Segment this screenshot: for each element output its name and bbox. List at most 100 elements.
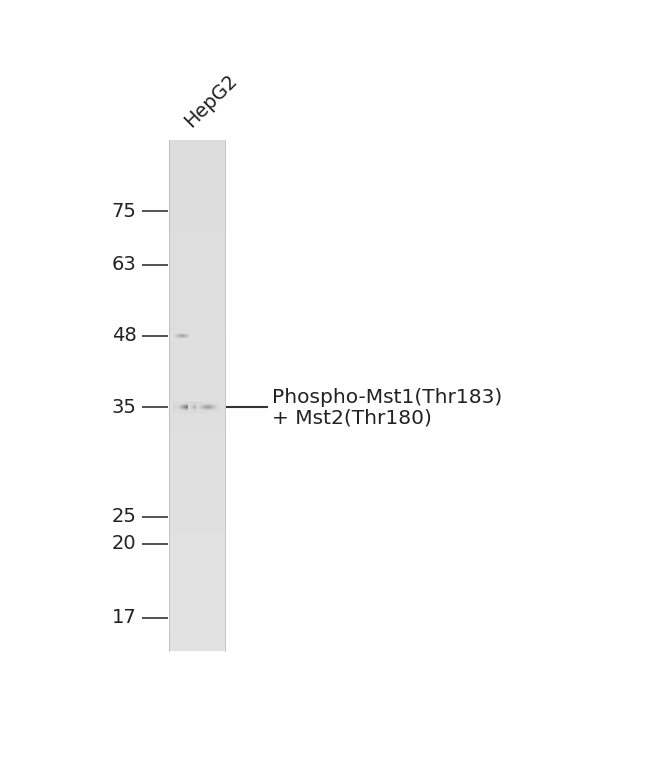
Bar (170, 335, 225, 338)
Bar (170, 477, 225, 479)
Bar (170, 310, 225, 312)
Bar (170, 562, 225, 564)
Bar (170, 548, 225, 550)
Bar (170, 428, 225, 429)
Bar (170, 438, 225, 439)
Bar (170, 356, 225, 358)
Bar (170, 479, 225, 480)
Bar (170, 620, 225, 621)
Bar (170, 540, 225, 542)
Bar (170, 499, 225, 501)
Bar (170, 452, 225, 453)
Bar (170, 439, 225, 441)
Bar (170, 318, 225, 321)
Bar (170, 455, 225, 456)
Bar (170, 179, 225, 181)
Bar (170, 211, 225, 214)
Bar (170, 404, 225, 406)
Bar (170, 577, 225, 579)
Bar (170, 496, 225, 497)
Bar (170, 194, 225, 196)
Bar (170, 601, 225, 603)
Bar (170, 399, 225, 400)
Bar (170, 649, 225, 651)
Bar (170, 157, 225, 159)
Bar (170, 645, 225, 647)
Bar (170, 416, 225, 417)
Bar (170, 489, 225, 490)
Bar (170, 266, 225, 268)
Bar (170, 268, 225, 269)
Bar (170, 460, 225, 462)
Bar (170, 637, 225, 638)
Bar (170, 166, 225, 167)
Bar (170, 423, 225, 424)
Bar (170, 314, 225, 315)
Bar (170, 588, 225, 589)
Bar (170, 234, 225, 235)
Bar (170, 241, 225, 242)
Bar (170, 355, 225, 356)
Bar (170, 376, 225, 379)
Bar (170, 170, 225, 173)
Text: 35: 35 (112, 398, 136, 416)
Bar (170, 565, 225, 567)
Bar (170, 421, 225, 423)
Bar (170, 297, 225, 298)
Bar (170, 544, 225, 545)
Bar (170, 258, 225, 259)
Bar (170, 174, 225, 176)
Bar (170, 419, 225, 421)
Bar (170, 142, 225, 143)
Bar (170, 164, 225, 166)
Bar (170, 441, 225, 443)
Bar (170, 380, 225, 382)
Bar (170, 140, 225, 142)
Bar (170, 497, 225, 499)
Bar (170, 557, 225, 559)
Bar (170, 634, 225, 635)
Bar (170, 196, 225, 198)
Bar (170, 312, 225, 314)
Bar (170, 431, 225, 433)
Text: HepG2: HepG2 (181, 71, 242, 131)
Bar (170, 368, 225, 370)
Bar (170, 173, 225, 174)
Bar (170, 608, 225, 610)
Bar (170, 353, 225, 355)
Bar (170, 426, 225, 428)
Bar (170, 232, 225, 234)
Bar (170, 618, 225, 620)
Bar (170, 208, 225, 210)
Bar (170, 521, 225, 523)
Bar (170, 424, 225, 426)
Bar (170, 331, 225, 332)
Bar (170, 417, 225, 419)
Bar (170, 547, 225, 548)
Bar (170, 445, 225, 446)
Bar (170, 363, 225, 365)
Bar (170, 159, 225, 160)
Bar (170, 632, 225, 634)
Bar (170, 511, 225, 513)
Bar (170, 571, 225, 572)
Bar (170, 482, 225, 483)
Bar (170, 638, 225, 641)
Bar (170, 242, 225, 244)
Bar (170, 293, 225, 295)
Bar (170, 446, 225, 448)
Bar (170, 251, 225, 252)
Bar (170, 625, 225, 627)
Bar (170, 150, 225, 152)
Bar (170, 338, 225, 339)
Bar (170, 341, 225, 342)
Bar (170, 325, 225, 327)
Bar (170, 523, 225, 524)
Text: Phospho-Mst1(Thr183): Phospho-Mst1(Thr183) (272, 388, 502, 406)
Bar (170, 349, 225, 351)
Bar (170, 604, 225, 606)
Bar (170, 490, 225, 493)
Bar (170, 493, 225, 494)
Bar (170, 382, 225, 383)
Bar (170, 207, 225, 208)
